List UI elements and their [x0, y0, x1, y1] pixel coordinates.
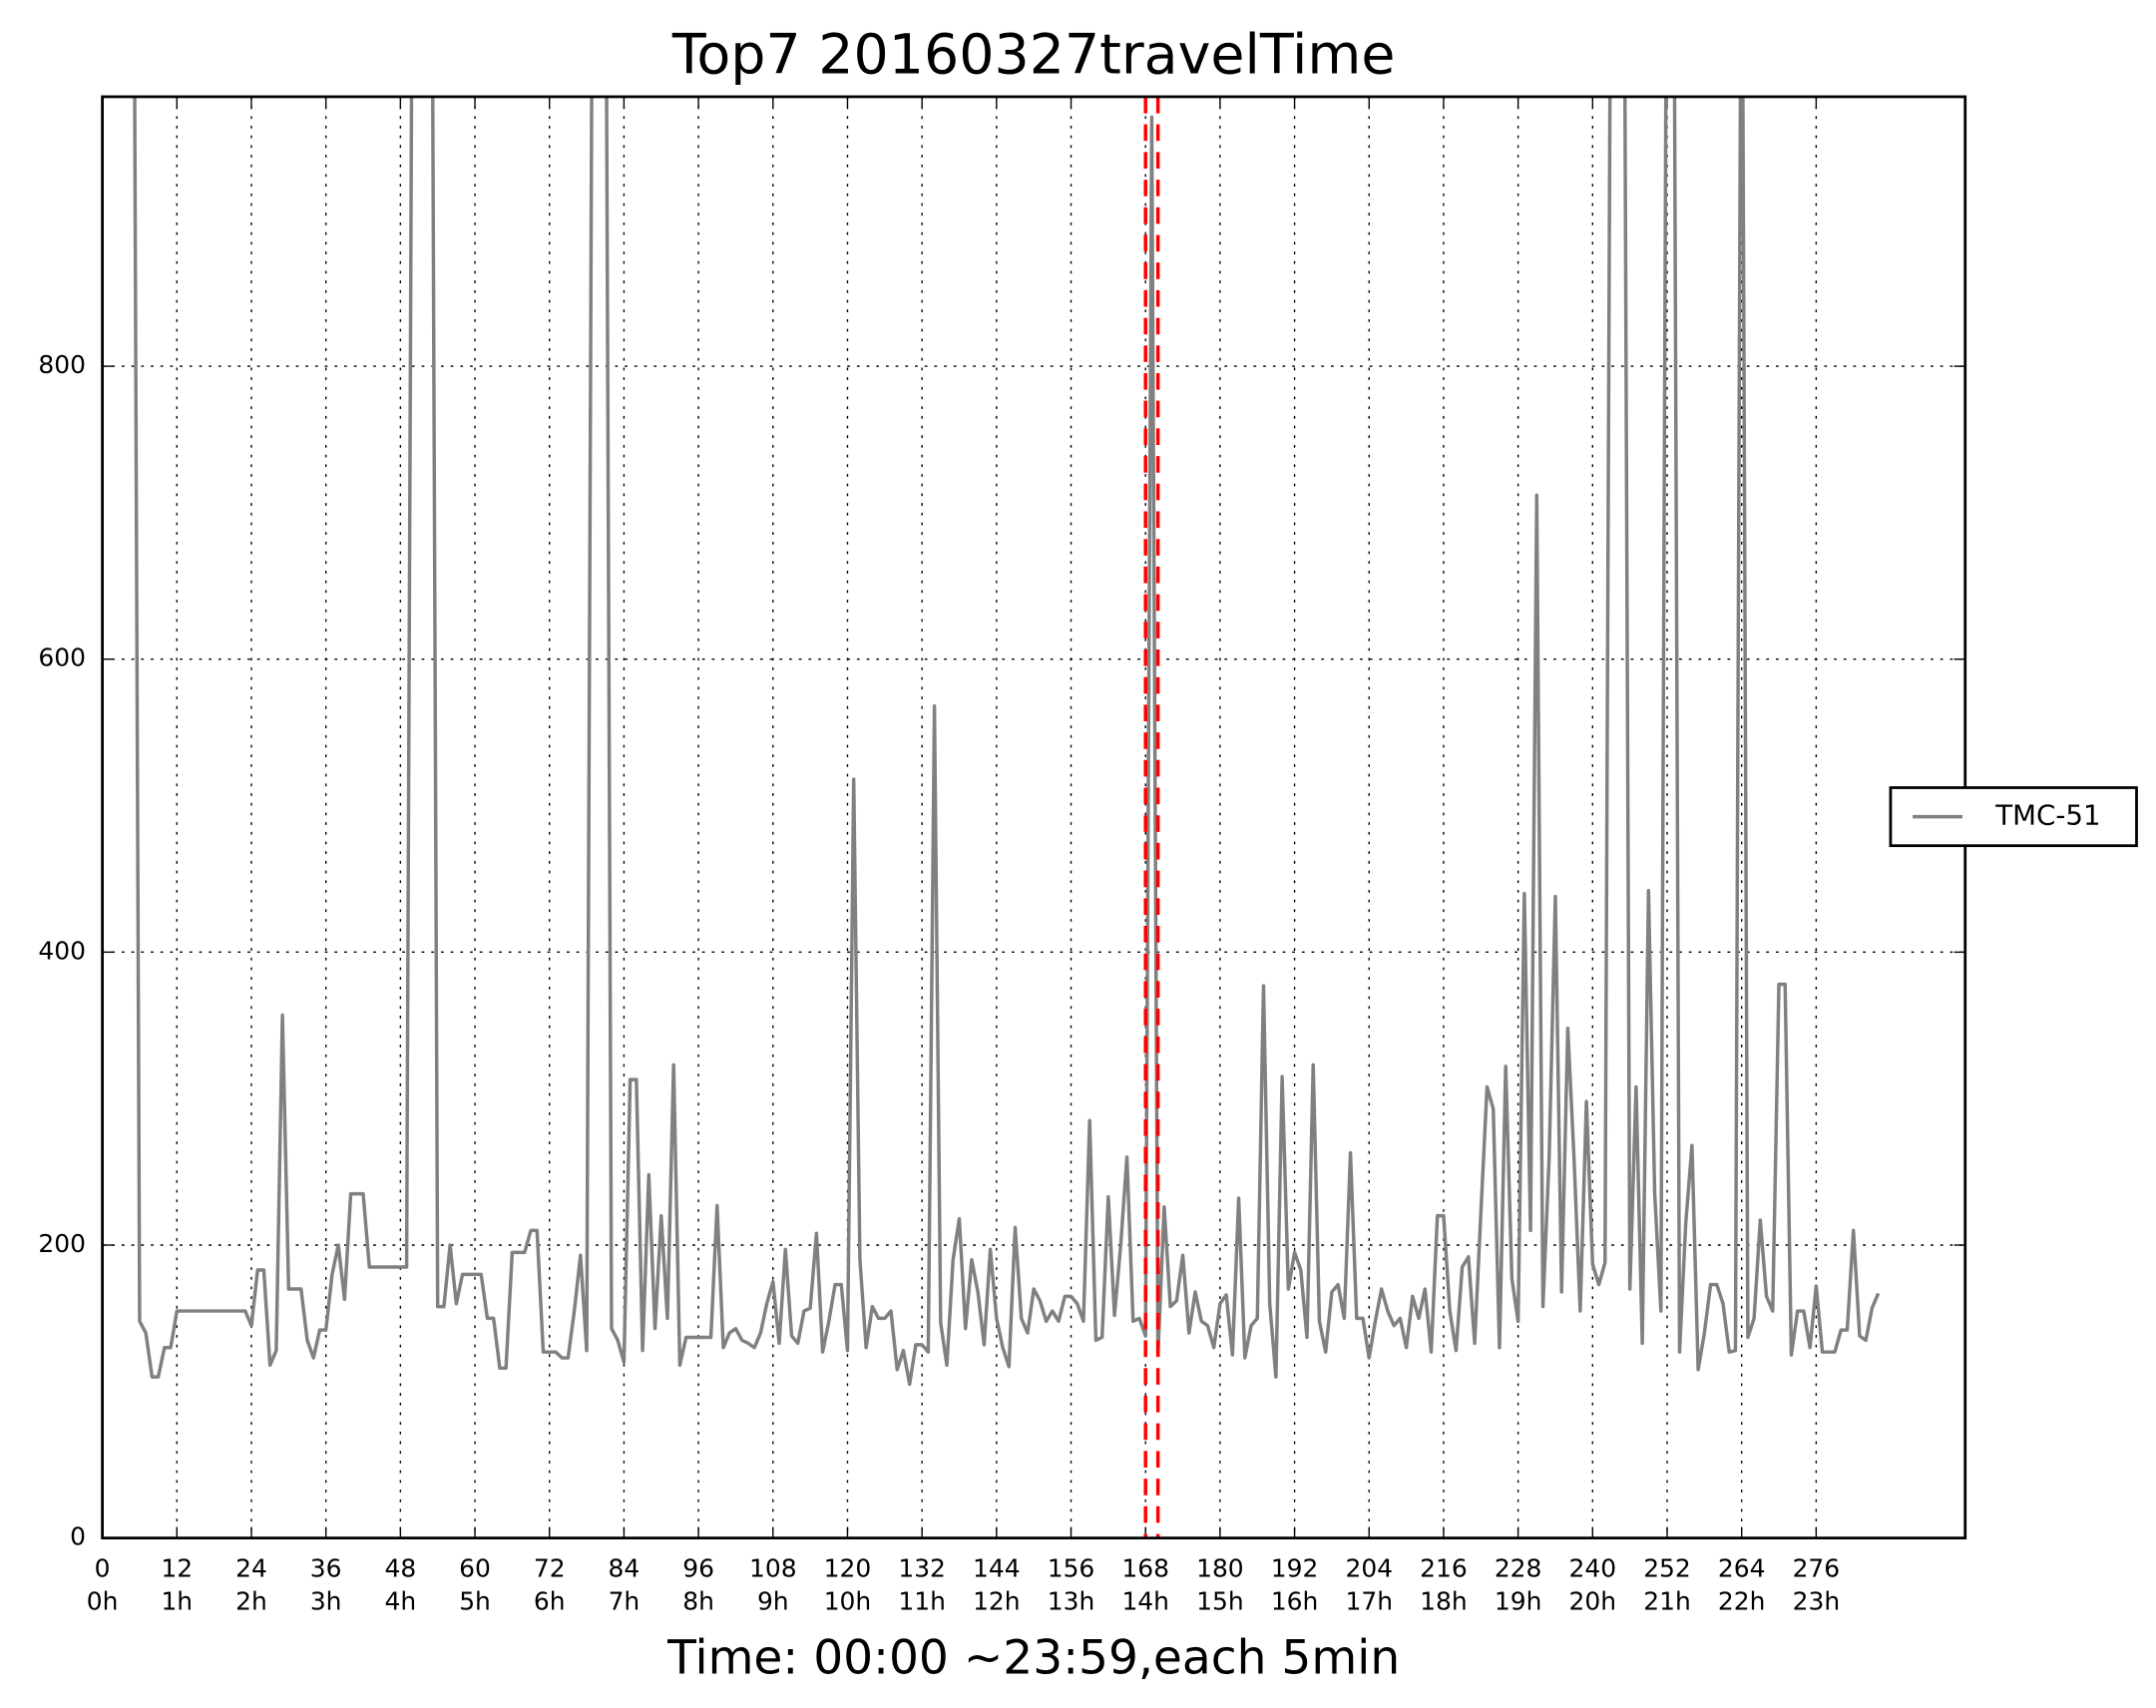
x-tick-hour-label: 0h — [87, 1587, 119, 1616]
x-tick-label: 252 — [1643, 1553, 1691, 1582]
x-tick-hour-label: 23h — [1793, 1587, 1841, 1616]
x-tick-label: 168 — [1121, 1553, 1169, 1582]
x-tick-label: 144 — [973, 1553, 1021, 1582]
x-tick-hour-label: 15h — [1196, 1587, 1244, 1616]
y-tick-label: 0 — [70, 1522, 86, 1551]
x-tick-hour-label: 17h — [1346, 1587, 1394, 1616]
x-tick-label: 96 — [682, 1553, 714, 1582]
x-tick-hour-label: 10h — [824, 1587, 872, 1616]
x-tick-label: 60 — [459, 1553, 491, 1582]
data-line — [133, 96, 1881, 1387]
x-tick-hour-label: 6h — [534, 1587, 566, 1616]
x-tick-label: 24 — [235, 1553, 267, 1582]
x-tick-label: 264 — [1718, 1553, 1766, 1582]
x-tick-hour-label: 16h — [1271, 1587, 1319, 1616]
x-tick-label: 192 — [1271, 1553, 1319, 1582]
x-tick-hour-label: 21h — [1643, 1587, 1691, 1616]
plot-area — [133, 96, 1881, 1538]
x-tick-label: 0 — [95, 1553, 111, 1582]
x-tick-hour-label: 20h — [1569, 1587, 1617, 1616]
x-tick-hour-label: 7h — [609, 1587, 641, 1616]
x-axis-label: Time: 00:00 ~23:59,each 5min — [666, 1630, 1400, 1685]
x-tick-hour-label: 19h — [1495, 1587, 1542, 1616]
y-tick-label: 200 — [38, 1229, 86, 1258]
x-tick-hour-label: 12h — [973, 1587, 1021, 1616]
x-tick-label: 120 — [824, 1553, 872, 1582]
legend-label: TMC-51 — [1994, 799, 2100, 832]
grid — [101, 96, 1965, 1539]
x-tick-label: 276 — [1793, 1553, 1841, 1582]
y-tick-label: 400 — [38, 936, 86, 965]
legend: TMC-51 — [1889, 786, 2138, 848]
x-tick-hour-label: 9h — [757, 1587, 789, 1616]
x-tick-hour-label: 1h — [161, 1587, 193, 1616]
x-tick-label: 84 — [609, 1553, 641, 1582]
x-tick-label: 48 — [384, 1553, 416, 1582]
x-tick-label: 36 — [310, 1553, 342, 1582]
y-tick-label: 800 — [38, 350, 86, 379]
x-tick-label: 156 — [1048, 1553, 1095, 1582]
x-tick-label: 108 — [749, 1553, 797, 1582]
x-tick-hour-label: 22h — [1718, 1587, 1766, 1616]
x-tick-label: 228 — [1495, 1553, 1542, 1582]
x-tick-hour-label: 3h — [310, 1587, 342, 1616]
x-tick-hour-label: 13h — [1048, 1587, 1095, 1616]
x-tick-label: 132 — [898, 1553, 946, 1582]
plot-frame — [101, 95, 1967, 1540]
x-tick-label: 12 — [161, 1553, 193, 1582]
x-tick-label: 72 — [534, 1553, 566, 1582]
x-tick-hour-label: 14h — [1121, 1587, 1169, 1616]
y-tick-label: 600 — [38, 643, 86, 672]
x-tick-hour-label: 5h — [459, 1587, 491, 1616]
x-tick-label: 240 — [1569, 1553, 1617, 1582]
x-tick-hour-label: 18h — [1420, 1587, 1468, 1616]
x-tick-label: 180 — [1196, 1553, 1244, 1582]
x-tick-hour-label: 4h — [385, 1587, 417, 1616]
x-tick-label: 204 — [1345, 1553, 1393, 1582]
x-tick-label: 216 — [1420, 1553, 1468, 1582]
chart-title: Top7 20160327travelTime — [671, 23, 1396, 87]
x-tick-hour-label: 11h — [898, 1587, 946, 1616]
x-tick-hour-label: 2h — [235, 1587, 267, 1616]
x-tick-hour-label: 8h — [682, 1587, 714, 1616]
